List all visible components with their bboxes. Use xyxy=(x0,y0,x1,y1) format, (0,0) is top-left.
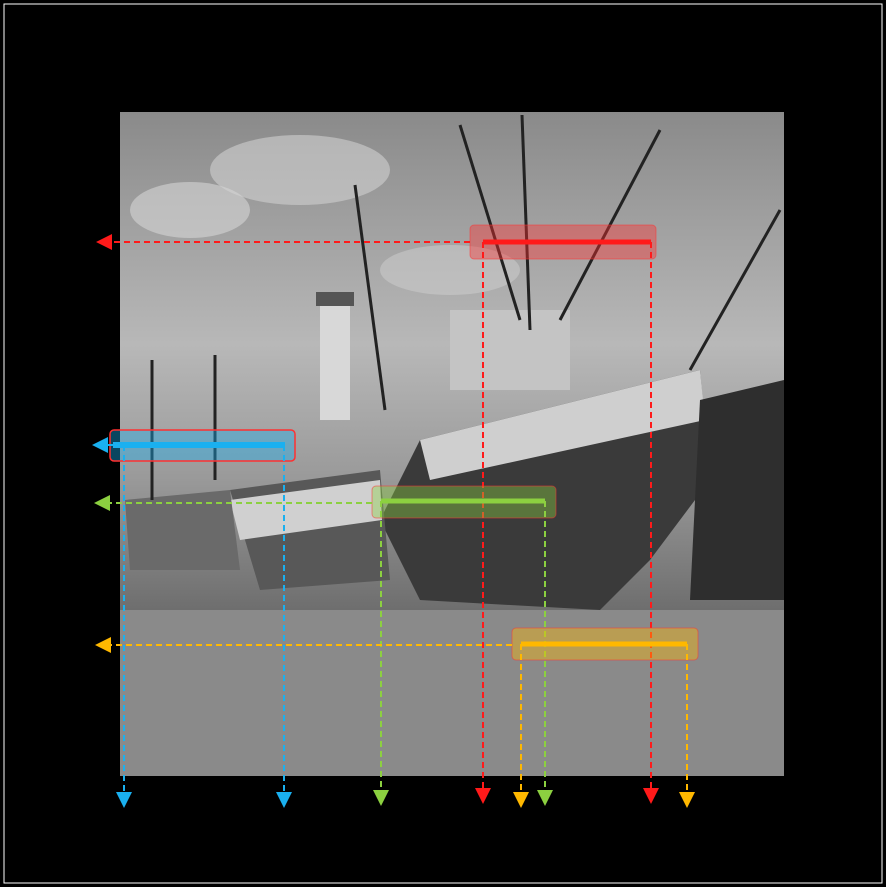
photo xyxy=(120,112,784,776)
overlay-yellow xyxy=(95,627,699,808)
overlay-blue xyxy=(92,429,296,808)
overlay-green xyxy=(94,485,557,806)
overlay-red xyxy=(96,224,659,804)
